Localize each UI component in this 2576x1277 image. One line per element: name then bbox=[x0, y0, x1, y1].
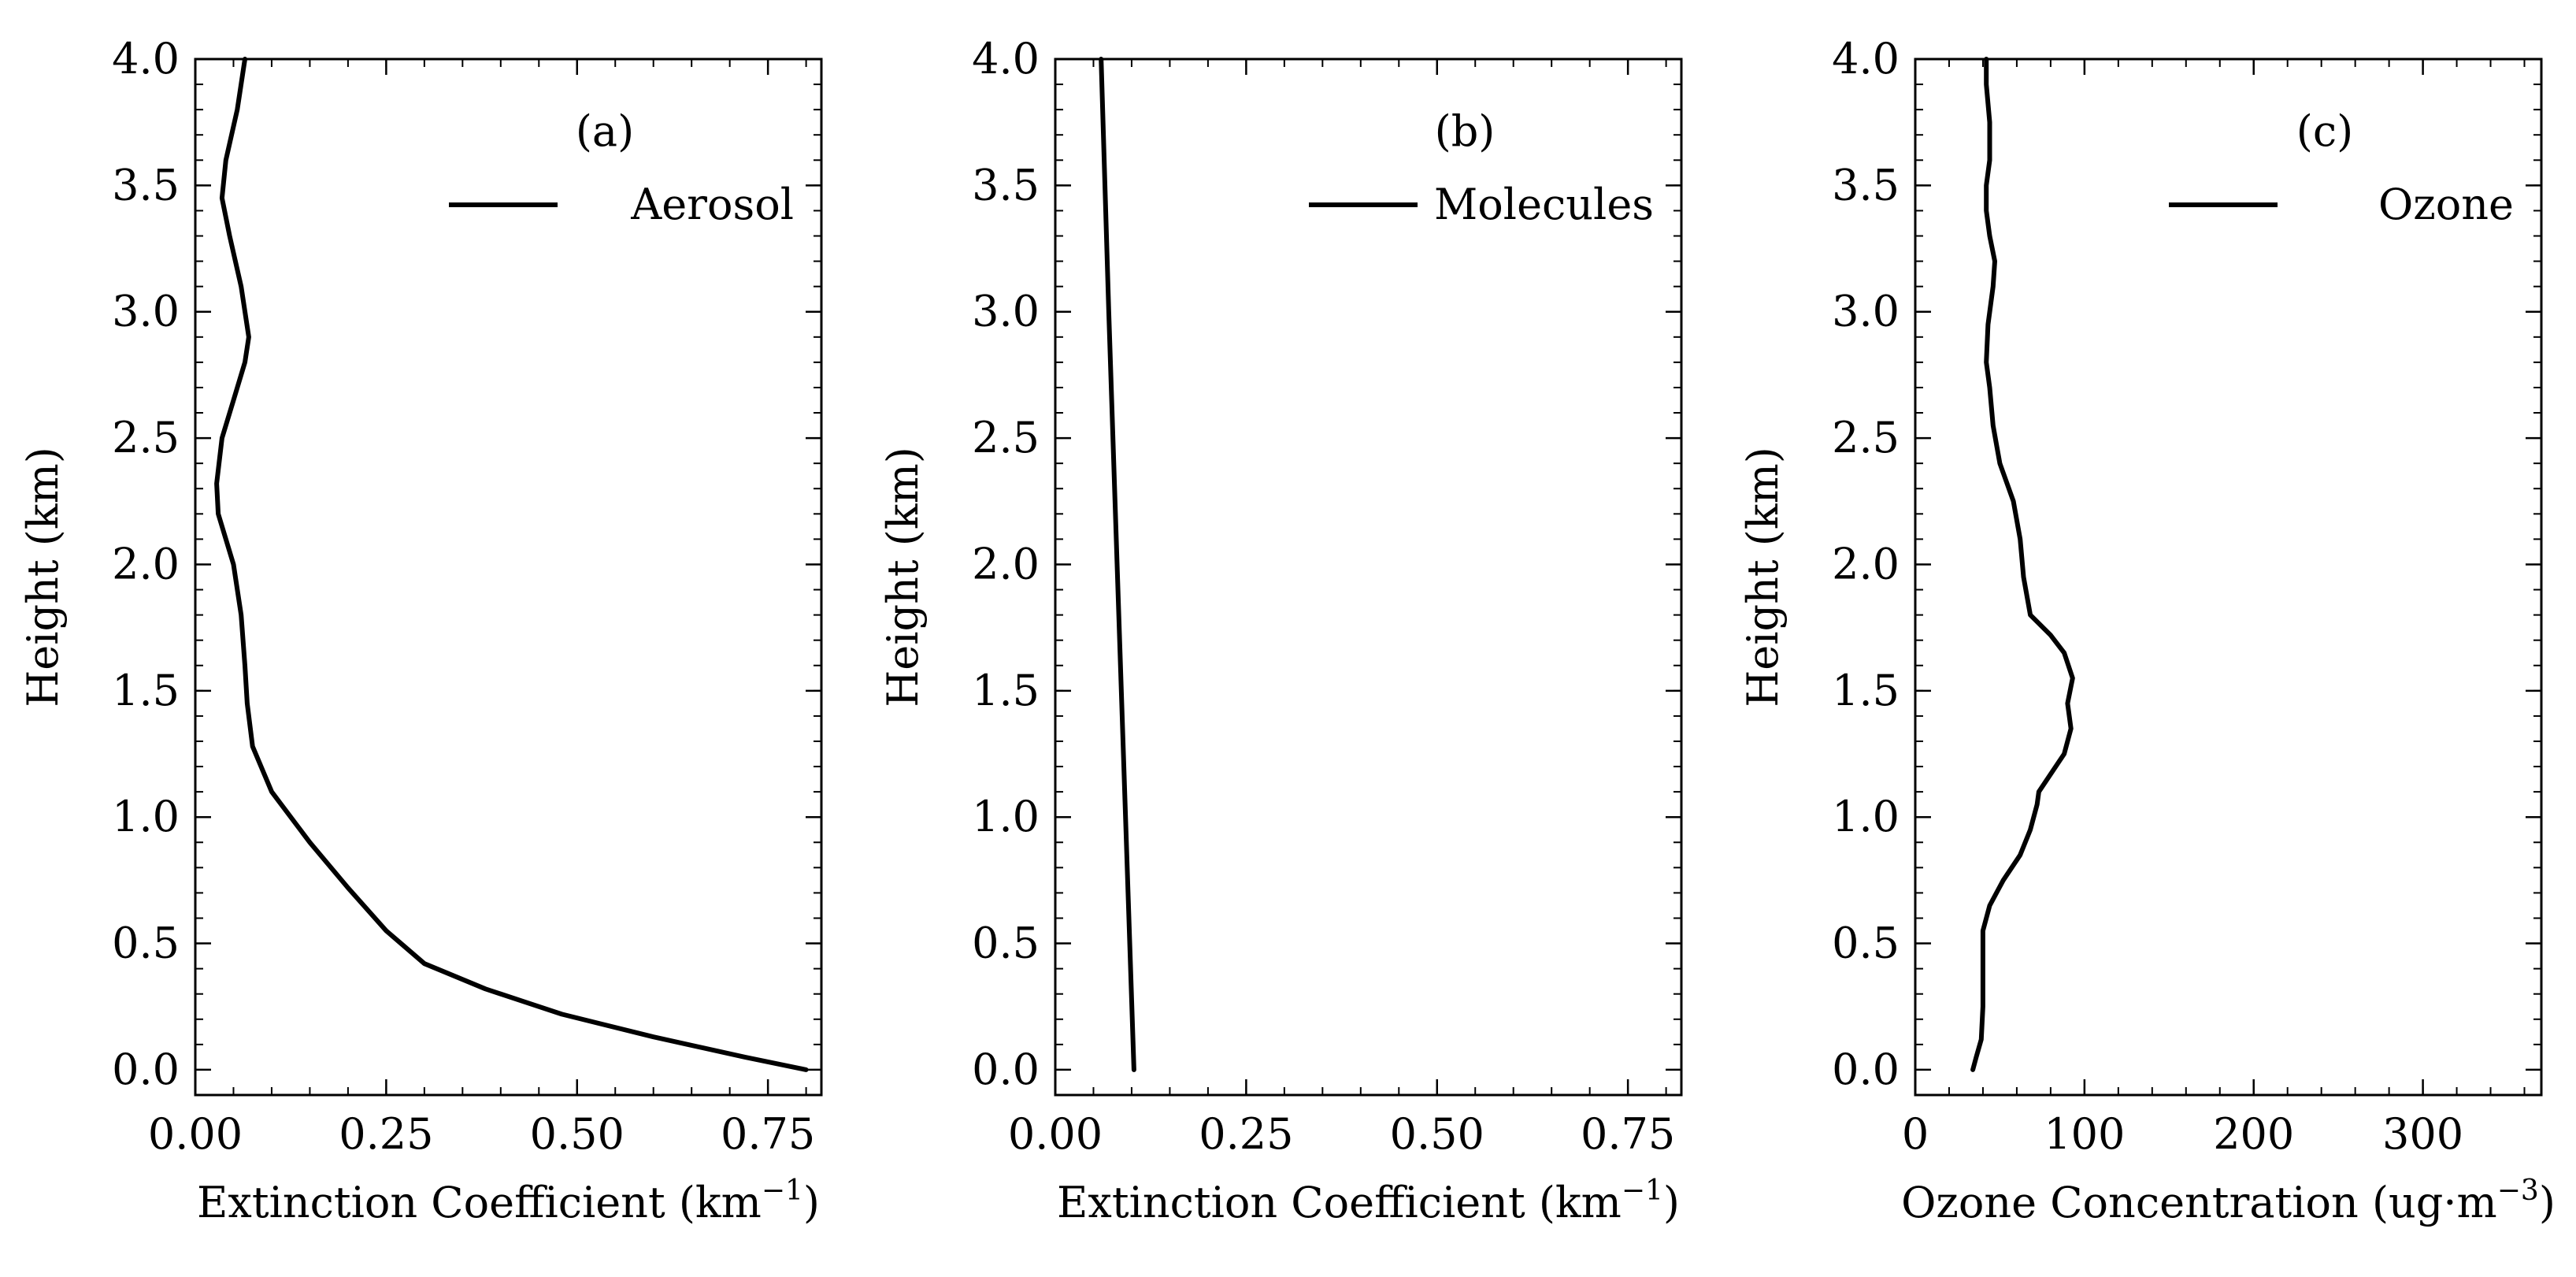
panel-a: 0.00 0.25 0.50 0.75 0.0 0.5 1.0 1.5 2.0 2.5 3.0 3.5… bbox=[18, 34, 823, 1227]
legend-label: Molecules bbox=[1434, 180, 1654, 229]
x-tick-label: 0.00 bbox=[1008, 1109, 1103, 1159]
y-tick-label: 1.5 bbox=[972, 666, 1040, 715]
x-axis-label-exponent: −1 bbox=[1622, 1175, 1663, 1207]
x-axis-label-close: ) bbox=[803, 1178, 820, 1227]
y-tick-label: 1.0 bbox=[112, 792, 180, 841]
panel-label: (c) bbox=[2296, 106, 2353, 156]
y-tick-label: 3.5 bbox=[112, 160, 180, 210]
y-tick-label: 2.5 bbox=[112, 413, 180, 462]
y-tick-label: 2.0 bbox=[112, 539, 180, 588]
y-tick-label: 3.5 bbox=[972, 160, 1040, 210]
x-axis-label: Ozone Concentration (ug·m−3) bbox=[1901, 1175, 2556, 1227]
y-tick-label: 0.5 bbox=[112, 919, 180, 968]
panel-c: 0 100 200 300 0.0 0.5 1.0 1.5 2.0 2.5 3.0 3.5 4.0 Ozo… bbox=[1738, 34, 2556, 1227]
y-tick-label: 0.0 bbox=[112, 1045, 180, 1094]
y-tick-label: 0.0 bbox=[972, 1045, 1040, 1094]
y-tick-label: 3.0 bbox=[1832, 287, 1900, 336]
y-tick-label: 3.0 bbox=[112, 287, 180, 336]
x-tick-label: 100 bbox=[2044, 1109, 2125, 1159]
x-tick-label: 0.25 bbox=[339, 1109, 433, 1159]
y-axis-label: Height (km) bbox=[1738, 447, 1788, 707]
axes-frame bbox=[1914, 58, 2543, 1097]
x-tick-label: 0.25 bbox=[1199, 1109, 1293, 1159]
series-line-ozone bbox=[1970, 57, 2075, 1072]
x-axis-label-exponent: −3 bbox=[2497, 1175, 2539, 1207]
y-tick-label: 1.5 bbox=[1832, 666, 1900, 715]
y-tick-label: 3.0 bbox=[972, 287, 1040, 336]
y-tick-label: 0.5 bbox=[1832, 919, 1900, 968]
x-axis-label-main: Extinction Coefficient (km bbox=[197, 1178, 762, 1227]
y-tick-label: 2.0 bbox=[972, 539, 1040, 588]
y-tick-label: 0.5 bbox=[972, 919, 1040, 968]
y-tick-label: 1.0 bbox=[1832, 792, 1900, 841]
x-tick-label: 0.75 bbox=[721, 1109, 815, 1159]
x-axis-label-close: ) bbox=[1663, 1178, 1680, 1227]
x-tick-label: 0.50 bbox=[530, 1109, 625, 1159]
x-axis-label: Extinction Coefficient (km−1) bbox=[197, 1175, 820, 1227]
y-axis-label: Height (km) bbox=[878, 447, 928, 707]
y-tick-label: 2.0 bbox=[1832, 539, 1900, 588]
axes-frame bbox=[1054, 58, 1683, 1097]
y-tick-label: 2.5 bbox=[1832, 413, 1900, 462]
x-axis-label: Extinction Coefficient (km−1) bbox=[1057, 1175, 1680, 1227]
y-tick-label: 4.0 bbox=[1832, 34, 1900, 84]
y-tick-label: 4.0 bbox=[972, 34, 1040, 84]
x-tick-label: 0.50 bbox=[1390, 1109, 1484, 1159]
x-tick-label: 200 bbox=[2213, 1109, 2294, 1159]
y-tick-label: 2.5 bbox=[972, 413, 1040, 462]
panel-label: (b) bbox=[1435, 106, 1496, 156]
y-axis-label: Height (km) bbox=[18, 447, 68, 707]
axes-frame bbox=[194, 58, 823, 1097]
x-tick-label: 0.75 bbox=[1581, 1109, 1675, 1159]
y-tick-label: 3.5 bbox=[1832, 160, 1900, 210]
x-tick-label: 0.00 bbox=[148, 1109, 243, 1159]
x-axis-label-main: Ozone Concentration (ug·m bbox=[1901, 1178, 2497, 1227]
y-tick-label: 1.5 bbox=[112, 666, 180, 715]
panel-label: (a) bbox=[576, 106, 634, 156]
y-tick-label: 0.0 bbox=[1832, 1045, 1900, 1094]
panel-b: 0.00 0.25 0.50 0.75 0.0 0.5 1.0 1.5 2.0 2.5 3.0 3.5… bbox=[878, 34, 1683, 1227]
x-tick-label: 0 bbox=[1902, 1109, 1929, 1159]
legend-label: Ozone bbox=[2378, 180, 2514, 229]
series-line-aerosol bbox=[214, 57, 809, 1072]
x-axis-label-main: Extinction Coefficient (km bbox=[1057, 1178, 1622, 1227]
y-tick-label: 1.0 bbox=[972, 792, 1040, 841]
series-line-molecules bbox=[1099, 57, 1136, 1072]
legend-label: Aerosol bbox=[630, 180, 794, 229]
y-tick-label: 4.0 bbox=[112, 34, 180, 84]
x-axis-label-exponent: −1 bbox=[762, 1175, 803, 1207]
x-tick-label: 300 bbox=[2382, 1109, 2463, 1159]
x-axis-label-close: ) bbox=[2539, 1178, 2556, 1227]
